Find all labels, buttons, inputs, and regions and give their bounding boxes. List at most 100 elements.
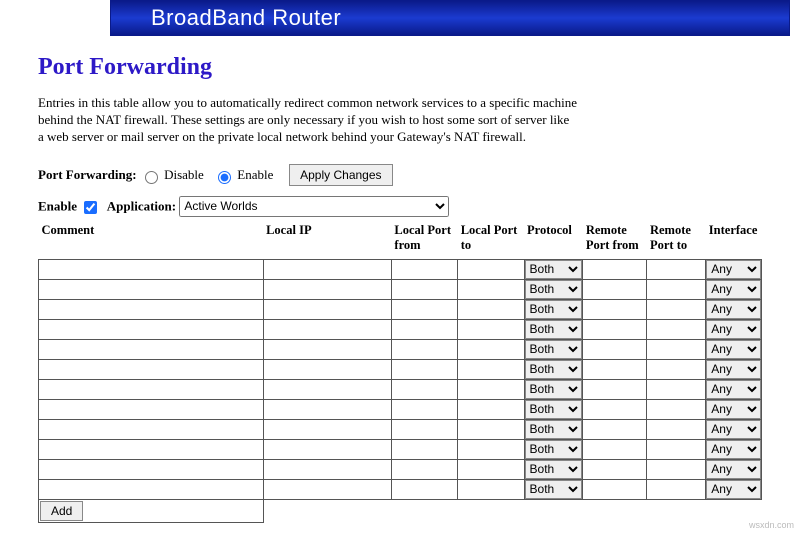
remote-port-to-input[interactable] [647, 320, 705, 338]
local-port-to-input[interactable] [458, 340, 523, 358]
local-port-from-input[interactable] [392, 400, 457, 418]
remote-port-from-input[interactable] [583, 260, 646, 278]
comment-input[interactable] [39, 380, 263, 398]
comment-input[interactable] [39, 300, 263, 318]
local-port-to-input[interactable] [458, 280, 523, 298]
interface-select[interactable]: Any [706, 460, 761, 479]
remote-port-from-input[interactable] [583, 360, 646, 378]
local-port-from-input[interactable] [392, 380, 457, 398]
local-ip-input[interactable] [264, 340, 391, 358]
comment-input[interactable] [39, 360, 263, 378]
interface-select[interactable]: Any [706, 400, 761, 419]
remote-port-to-input[interactable] [647, 280, 705, 298]
remote-port-from-input[interactable] [583, 440, 646, 458]
remote-port-to-input[interactable] [647, 480, 705, 498]
local-ip-input[interactable] [264, 420, 391, 438]
interface-select[interactable]: Any [706, 420, 761, 439]
local-port-from-input[interactable] [392, 420, 457, 438]
remote-port-to-input[interactable] [647, 340, 705, 358]
comment-input[interactable] [39, 440, 263, 458]
remote-port-to-input[interactable] [647, 400, 705, 418]
comment-input[interactable] [39, 400, 263, 418]
comment-input[interactable] [39, 320, 263, 338]
comment-input[interactable] [39, 460, 263, 478]
remote-port-to-input[interactable] [647, 420, 705, 438]
add-button[interactable]: Add [40, 501, 83, 521]
interface-select[interactable]: Any [706, 300, 761, 319]
interface-select[interactable]: Any [706, 380, 761, 399]
protocol-select[interactable]: Both [525, 320, 583, 339]
pf-disable-label[interactable]: Disable [164, 167, 204, 182]
local-port-from-input[interactable] [392, 280, 457, 298]
remote-port-to-input[interactable] [647, 260, 705, 278]
local-ip-input[interactable] [264, 380, 391, 398]
local-ip-input[interactable] [264, 480, 391, 498]
protocol-select[interactable]: Both [525, 480, 583, 499]
remote-port-from-input[interactable] [583, 280, 646, 298]
remote-port-to-input[interactable] [647, 360, 705, 378]
interface-select[interactable]: Any [706, 280, 761, 299]
remote-port-from-input[interactable] [583, 300, 646, 318]
local-port-to-input[interactable] [458, 400, 523, 418]
remote-port-from-input[interactable] [583, 420, 646, 438]
local-port-from-input[interactable] [392, 300, 457, 318]
remote-port-to-input[interactable] [647, 440, 705, 458]
protocol-select[interactable]: Both [525, 340, 583, 359]
remote-port-from-input[interactable] [583, 320, 646, 338]
local-port-to-input[interactable] [458, 260, 523, 278]
remote-port-to-input[interactable] [647, 460, 705, 478]
remote-port-from-input[interactable] [583, 480, 646, 498]
protocol-select[interactable]: Both [525, 280, 583, 299]
apply-changes-button[interactable]: Apply Changes [289, 164, 392, 186]
protocol-select[interactable]: Both [525, 360, 583, 379]
local-port-from-input[interactable] [392, 320, 457, 338]
remote-port-to-input[interactable] [647, 380, 705, 398]
local-ip-input[interactable] [264, 400, 391, 418]
protocol-select[interactable]: Both [525, 440, 583, 459]
comment-input[interactable] [39, 280, 263, 298]
interface-select[interactable]: Any [706, 480, 761, 499]
protocol-select[interactable]: Both [525, 400, 583, 419]
local-port-to-input[interactable] [458, 420, 523, 438]
local-port-from-input[interactable] [392, 260, 457, 278]
local-ip-input[interactable] [264, 440, 391, 458]
remote-port-from-input[interactable] [583, 380, 646, 398]
pf-enable-radio[interactable] [218, 171, 231, 184]
pf-disable-radio[interactable] [145, 171, 158, 184]
local-port-from-input[interactable] [392, 340, 457, 358]
protocol-select[interactable]: Both [525, 460, 583, 479]
local-port-from-input[interactable] [392, 480, 457, 498]
local-port-from-input[interactable] [392, 360, 457, 378]
local-port-to-input[interactable] [458, 440, 523, 458]
protocol-select[interactable]: Both [525, 260, 583, 279]
local-ip-input[interactable] [264, 260, 391, 278]
local-ip-input[interactable] [264, 320, 391, 338]
interface-select[interactable]: Any [706, 340, 761, 359]
enable-row-checkbox[interactable] [84, 201, 97, 214]
local-port-to-input[interactable] [458, 360, 523, 378]
local-port-to-input[interactable] [458, 380, 523, 398]
local-port-to-input[interactable] [458, 320, 523, 338]
protocol-select[interactable]: Both [525, 300, 583, 319]
local-port-from-input[interactable] [392, 460, 457, 478]
remote-port-from-input[interactable] [583, 400, 646, 418]
local-ip-input[interactable] [264, 300, 391, 318]
comment-input[interactable] [39, 420, 263, 438]
pf-enable-label[interactable]: Enable [237, 167, 273, 182]
local-ip-input[interactable] [264, 360, 391, 378]
interface-select[interactable]: Any [706, 440, 761, 459]
local-port-to-input[interactable] [458, 480, 523, 498]
local-ip-input[interactable] [264, 280, 391, 298]
local-port-from-input[interactable] [392, 440, 457, 458]
remote-port-from-input[interactable] [583, 340, 646, 358]
interface-select[interactable]: Any [706, 360, 761, 379]
interface-select[interactable]: Any [706, 260, 761, 279]
protocol-select[interactable]: Both [525, 380, 583, 399]
remote-port-to-input[interactable] [647, 300, 705, 318]
interface-select[interactable]: Any [706, 320, 761, 339]
local-ip-input[interactable] [264, 460, 391, 478]
local-port-to-input[interactable] [458, 460, 523, 478]
comment-input[interactable] [39, 340, 263, 358]
comment-input[interactable] [39, 480, 263, 498]
remote-port-from-input[interactable] [583, 460, 646, 478]
